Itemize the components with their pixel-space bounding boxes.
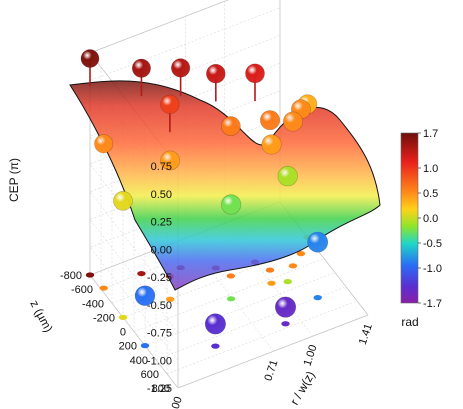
floor-point [165,296,175,302]
x-tick-label: 0.71 [262,358,280,382]
z-tick-label: 0.25 [151,217,172,229]
z-tick-label: -0.25 [147,272,172,284]
z-tick-label: -0.75 [147,328,172,340]
x-tick-label: 0.00 [167,395,185,409]
data-point [277,166,298,187]
data-point [206,63,226,84]
y-gridline [133,258,325,332]
colorbar-label: rad [401,315,418,329]
data-point [94,134,114,154]
x-axis-label: r / w(z) [287,369,317,408]
floor-point [140,343,150,349]
floor-point [137,270,146,277]
floor-point [281,321,290,327]
colorbar-tick-label: -1.7 [423,298,442,310]
floor-point [265,267,275,273]
z-tick-labels: 0.75 0.50 0.25 0.00 -0.25 -0.50 -0.75 -1.00 -1.2… [147,161,172,395]
surface [69,80,381,291]
z-axis-label: CEP (π) [7,158,21,202]
floor-point [296,251,306,257]
floor-point [226,296,236,302]
floor-point [211,343,220,349]
data-point [204,313,226,335]
floor-point [85,272,95,278]
data-point [307,231,329,253]
z-tick-label: 0.50 [151,189,172,201]
data-point [131,58,151,78]
y-tick-labels: -800 -600 -400 -200 0 200 400 600 800 [60,270,170,395]
floor-point [267,280,276,286]
y-tick-label: 200 [119,341,137,353]
colorbar-tick-label: 1.7 [423,128,438,140]
x-tick-label: 1.00 [302,343,320,367]
z-tick-label: -1.25 [147,383,172,395]
data-point [220,116,241,136]
y-tick-label: -200 [93,312,115,324]
data-point [160,150,181,171]
data-point [171,58,191,78]
points [80,49,329,335]
data-point [245,63,265,84]
y-gridline [177,314,369,389]
floor-point [99,285,108,291]
y-axis-label: z (µm) [27,298,55,335]
y-tick-label: -400 [82,298,104,310]
z-tick-label: 0.00 [151,244,172,256]
floor-point [313,295,322,301]
colorbar-tick-label: 0.0 [423,213,438,225]
floor-point [283,279,292,285]
data-point [160,94,180,114]
z-tick-label: 0.75 [151,161,172,173]
data-point [261,134,282,155]
y-tick-label: 0 [120,327,126,339]
box-edge [89,0,229,54]
y-tick-label: 800 [152,383,170,395]
x-tick-label: 1.41 [357,322,375,346]
data-point [80,49,100,68]
colorbar-tick-label: 0.5 [423,188,438,200]
y-tick-label: 600 [141,369,159,381]
y-tick-label: -600 [71,284,93,296]
data-point [260,110,280,131]
colorbar-tick-label: -1.0 [423,263,442,275]
data-point [113,190,133,211]
colorbar-tick-label: -0.5 [423,238,442,250]
colorbar: 1.7 1.0 0.5 0.0 -0.5 -1.0 -1.7 rad [400,128,442,329]
floor-point [288,263,298,269]
floor-point [118,314,128,320]
y-gridline [144,272,336,346]
x-tick-labels: 0.00 0.71 1.00 1.41 [167,322,375,409]
data-point [220,194,242,215]
y-gridline [166,300,358,375]
data-point [282,111,303,132]
y-tick-label: -800 [60,270,82,282]
z-tick-label: -0.50 [147,300,172,312]
floor-point [226,273,236,279]
z-tick-label: -1.00 [147,355,172,367]
data-point [274,296,297,318]
data-point [134,285,156,306]
y-tick-label: 400 [130,355,148,367]
colorbar-tick-label: 1.0 [423,163,438,175]
